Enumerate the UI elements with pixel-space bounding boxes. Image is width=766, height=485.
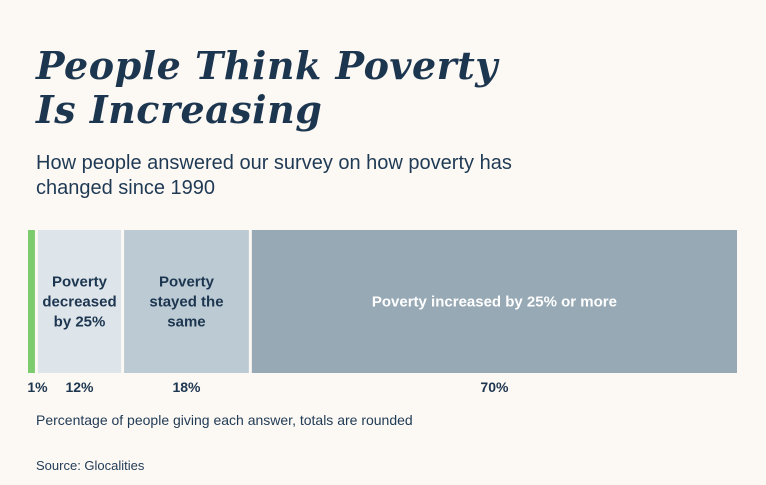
bar-segment-label-2: Poverty decreased by 25% — [42, 274, 116, 331]
chart-subtitle-line-1: How people answered our survey on how po… — [36, 152, 512, 174]
bar-segment-3 — [124, 230, 249, 373]
bar-segment-2 — [37, 230, 122, 373]
chart-subtitle-line-2: changed since 1990 — [36, 177, 216, 199]
value-label-3: 18% — [172, 379, 201, 395]
bar-segment-group-3: Poverty stayed the same 18% — [124, 230, 249, 395]
bar-segment-group-1: 1% — [27, 230, 48, 395]
chart-footnote: Percentage of people giving each answer,… — [36, 412, 413, 428]
value-label-4: 70% — [480, 379, 509, 395]
value-label-2: 12% — [65, 379, 94, 395]
chart-subtitle: How people answered our survey on how po… — [36, 151, 636, 201]
bar-segment-group-2: Poverty decreased by 25% 12% — [37, 230, 122, 395]
chart-title-line-1: People Think Poverty — [36, 43, 498, 88]
bar-segment-group-4: Poverty increased by 25% or more 70% — [251, 230, 737, 395]
chart-source: Source: Glocalities — [36, 458, 145, 473]
chart-title: People Think Poverty Is Increasing — [36, 44, 736, 132]
bar-segment-1 — [28, 230, 35, 373]
chart-title-line-2: Is Increasing — [36, 87, 323, 132]
bar-segment-label-4: Poverty increased by 25% or more — [372, 294, 617, 311]
bar-segment-4 — [251, 230, 737, 373]
bar-segment-label-3: Poverty stayed the same — [149, 274, 223, 331]
value-label-1: 1% — [27, 379, 48, 395]
